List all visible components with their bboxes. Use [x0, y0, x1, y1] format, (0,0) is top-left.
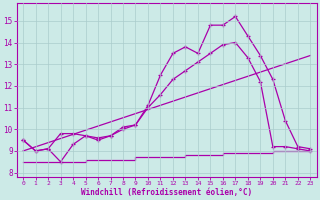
X-axis label: Windchill (Refroidissement éolien,°C): Windchill (Refroidissement éolien,°C) — [81, 188, 252, 197]
